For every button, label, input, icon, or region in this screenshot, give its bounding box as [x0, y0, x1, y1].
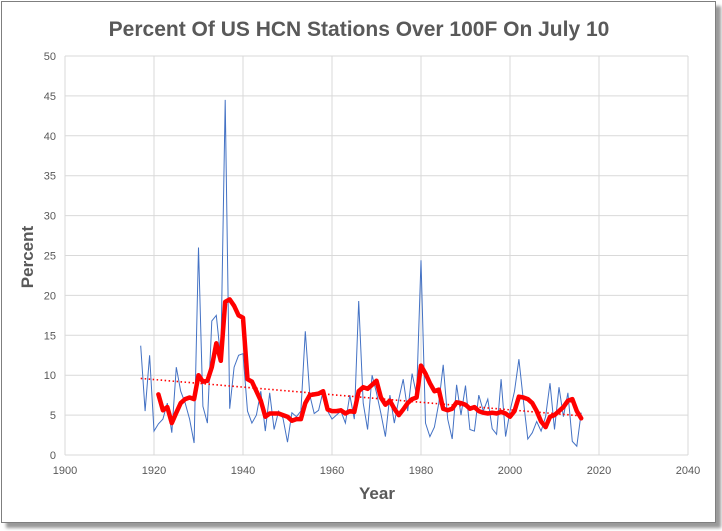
x-tick-label: 1960 [320, 465, 344, 477]
y-tick-label: 40 [44, 131, 56, 143]
x-tick-label: 1920 [142, 465, 166, 477]
y-tick-label: 5 [50, 410, 56, 422]
y-tick-label: 25 [44, 251, 56, 263]
y-tick-label: 30 [44, 211, 56, 223]
y-axis-title: Percent [18, 225, 37, 288]
y-tick-label: 50 [44, 51, 56, 63]
gridlines [64, 55, 689, 456]
linear-trend-line [140, 377, 582, 417]
y-tick-label: 35 [44, 171, 56, 183]
chart-canvas: Percent Of US HCN Stations Over 100F On … [18, 18, 700, 503]
y-tick-label: 20 [44, 290, 56, 302]
moving-average-line [156, 297, 584, 430]
data-series [140, 99, 584, 448]
chart-title: Percent Of US HCN Stations Over 100F On … [109, 18, 610, 41]
tick-labels: 1900 1920 1940 1960 1980 2000 2020 204005101520… [44, 51, 700, 477]
x-tick-label: 1940 [231, 465, 255, 477]
chart-frame: Percent Of US HCN Stations Over 100F On … [1, 1, 716, 523]
y-tick-label: 45 [44, 91, 56, 103]
x-tick-label: 2000 [498, 465, 522, 477]
x-tick-label: 2020 [587, 465, 611, 477]
y-tick-label: 15 [44, 330, 56, 342]
x-tick-label: 1900 [53, 465, 77, 477]
x-tick-label: 1980 [409, 465, 433, 477]
x-tick-label: 2040 [676, 465, 700, 477]
x-axis-title: Year [359, 484, 395, 503]
annual-percent-line [140, 99, 582, 448]
y-tick-label: 10 [44, 370, 56, 382]
y-tick-label: 0 [50, 450, 56, 462]
